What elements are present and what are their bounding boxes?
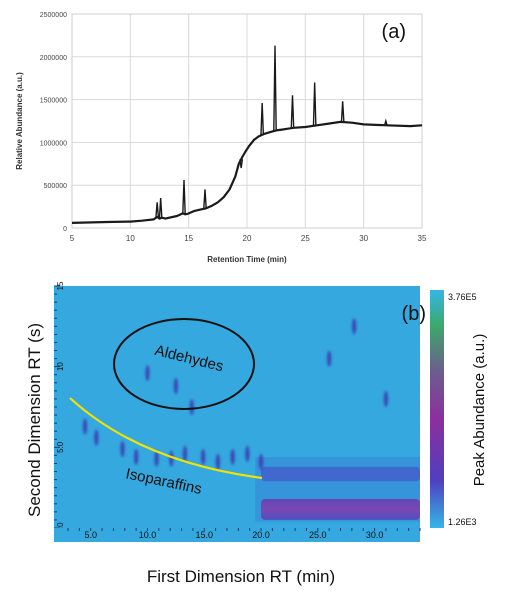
peak-spot — [215, 453, 221, 470]
chromatogram-panel: 0 500000 1000000 1500000 2000000 2500000 5 10 1… — [15, 12, 427, 264]
peak-spot — [169, 450, 174, 467]
b-x-tick-label: 5.0 — [84, 530, 97, 540]
b-y-ticks: 0.0 5.0 10 15 — [56, 281, 65, 534]
peak-spot — [230, 449, 235, 466]
b-x-tick-label: 15.0 — [195, 530, 213, 540]
peak — [290, 95, 295, 129]
b-y-tick-label: 5.0 — [56, 441, 65, 453]
b-x-tick-label: 20.0 — [252, 530, 270, 540]
peak-spot — [94, 429, 99, 446]
peak-spot — [133, 449, 139, 466]
peak-spot — [351, 318, 357, 335]
a-x-ticks: 5 10 15 20 25 30 35 — [70, 234, 427, 243]
y-tick-strip — [54, 286, 68, 528]
a-x-tick-label: 30 — [359, 234, 368, 243]
heatmap-bands — [255, 457, 420, 522]
peak — [203, 189, 207, 209]
a-x-tick-label: 10 — [126, 234, 135, 243]
band-high — [261, 498, 420, 520]
b-y-tick-label: 10 — [56, 362, 65, 371]
panel-b-label: (b) — [402, 303, 426, 325]
b-y-axis-label: Second Dimension RT (s) — [25, 323, 44, 517]
b-y-tick-label: 15 — [56, 281, 65, 290]
band-haze — [255, 457, 420, 522]
a-y-tick-label: 0 — [63, 226, 67, 233]
x-tick-strip — [54, 528, 420, 542]
peak — [312, 82, 317, 126]
isoparaffins-curve — [69, 397, 263, 480]
peak-spot — [120, 440, 125, 457]
peak-spot — [82, 418, 88, 435]
band-medium — [261, 466, 420, 482]
a-x-tick-label: 20 — [243, 234, 252, 243]
a-x-tick-label: 5 — [70, 234, 75, 243]
y-minor-ticks — [54, 285, 60, 529]
peak-spot — [173, 378, 179, 395]
peak-spot — [383, 390, 389, 407]
heatmap-background — [68, 286, 420, 528]
a-y-tick-label: 500000 — [44, 183, 67, 190]
b-y-tick-label: 0.0 — [56, 522, 65, 534]
a-y-tick-label: 2000000 — [40, 55, 67, 62]
b-x-axis-label: First Dimension RT (min) — [147, 567, 335, 586]
x-minor-ticks — [67, 528, 421, 531]
colorbar-max-label: 3.76E5 — [448, 292, 477, 302]
peak-spot — [200, 449, 206, 466]
a-x-tick-label: 15 — [184, 234, 193, 243]
peak-spot — [189, 399, 194, 415]
peak-spot — [245, 445, 250, 462]
peak — [155, 202, 160, 217]
a-y-ticks: 0 500000 1000000 1500000 2000000 2500000 — [40, 12, 67, 233]
a-x-tick-label: 35 — [418, 234, 427, 243]
aldehydes-ellipse — [113, 318, 255, 410]
b-x-tick-label: 30.0 — [366, 530, 384, 540]
peak — [239, 159, 244, 169]
heatmap-spots — [82, 318, 389, 470]
b-x-ticks: 5.0 10.0 15.0 20.0 25.0 30.0 — [84, 530, 383, 540]
a-y-tick-label: 1500000 — [40, 98, 67, 105]
peak-spot — [182, 445, 188, 462]
peak — [273, 45, 277, 131]
a-y-tick-label: 2500000 — [40, 12, 67, 19]
peak-spot — [258, 453, 264, 470]
peak-spot — [145, 365, 150, 382]
peak — [383, 118, 388, 126]
peak-spot — [154, 450, 159, 467]
peak — [158, 197, 163, 219]
a-grid — [71, 13, 423, 229]
peak-spot — [326, 350, 332, 367]
a-plot-frame — [71, 13, 423, 229]
a-x-axis-label: Retention Time (min) — [207, 255, 287, 264]
peak — [260, 102, 265, 135]
a-x-tick-label: 25 — [301, 234, 310, 243]
a-y-tick-label: 1000000 — [40, 140, 67, 147]
b-x-tick-label: 25.0 — [309, 530, 327, 540]
a-y-axis-label: Relative Abundance (a.u.) — [15, 72, 24, 170]
b-x-tick-label: 10.0 — [139, 530, 157, 540]
a-peaks — [155, 45, 388, 219]
peak — [340, 101, 345, 123]
colorbar-min-label: 1.26E3 — [448, 517, 477, 527]
colorbar-title: Peak Abundance (a.u.) — [471, 334, 488, 487]
panel-a-label: (a) — [382, 21, 406, 43]
peak — [182, 180, 186, 214]
colorbar — [430, 290, 444, 528]
